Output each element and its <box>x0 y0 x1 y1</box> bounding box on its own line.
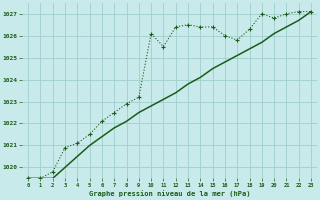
X-axis label: Graphe pression niveau de la mer (hPa): Graphe pression niveau de la mer (hPa) <box>89 190 250 197</box>
